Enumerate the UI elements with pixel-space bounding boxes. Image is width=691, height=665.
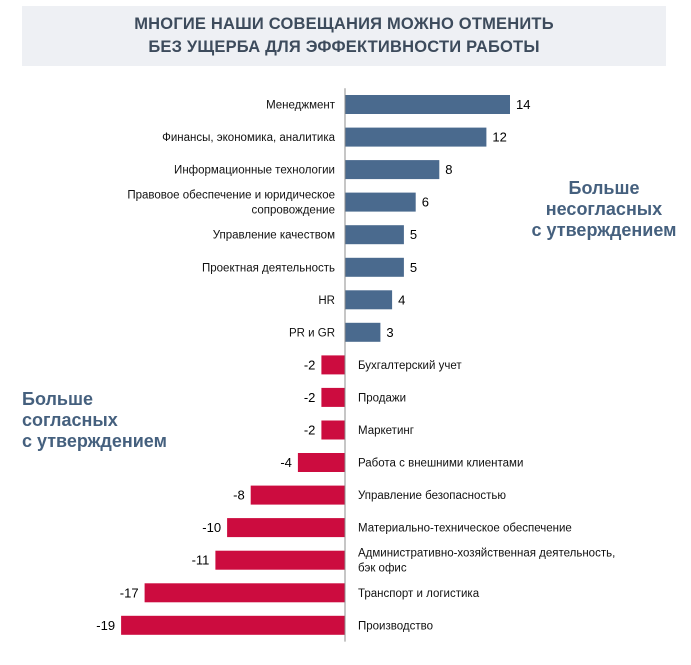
data-label: 4 bbox=[398, 292, 405, 307]
category-label-line: сопровождение bbox=[251, 205, 335, 217]
category-label-line: HR bbox=[318, 295, 335, 307]
category-label: Правовое обеспечение и юридическое сопров… bbox=[127, 190, 335, 217]
bar bbox=[345, 257, 404, 277]
bar bbox=[345, 290, 393, 310]
data-label: 5 bbox=[410, 260, 417, 275]
category-label-line: бэк офис bbox=[358, 563, 407, 575]
category-label: HR bbox=[318, 295, 335, 307]
category-label: Продажи bbox=[358, 392, 406, 404]
bar bbox=[227, 518, 345, 538]
category-label-line: Проектная деятельность bbox=[202, 262, 335, 274]
category-label: Менеджмент bbox=[266, 100, 336, 112]
data-label: -19 bbox=[96, 618, 115, 633]
category-label: Маркетинг bbox=[358, 425, 414, 437]
category-label-line: Работа с внешними клиентами bbox=[358, 458, 523, 470]
bar bbox=[345, 225, 404, 245]
category-label-line: Правовое обеспечение и юридическое bbox=[127, 190, 335, 202]
category-label: Материально-техническое обеспечение bbox=[358, 523, 572, 535]
bar bbox=[321, 420, 345, 440]
category-label-line: Производство bbox=[358, 620, 433, 632]
data-label: -10 bbox=[202, 520, 221, 535]
bar bbox=[345, 192, 416, 212]
category-label: Управление качеством bbox=[213, 230, 335, 242]
callout-more-agree: Больше согласных с утверждением bbox=[22, 389, 167, 452]
category-label-line: Административно-хозяйственная деятельнос… bbox=[358, 548, 615, 560]
bar bbox=[144, 583, 345, 603]
data-label: -11 bbox=[192, 553, 210, 568]
category-label-line: Продажи bbox=[358, 392, 406, 404]
bar bbox=[121, 615, 345, 635]
category-label-line: PR и GR bbox=[289, 327, 335, 339]
bar bbox=[345, 95, 510, 114]
bar bbox=[321, 387, 345, 407]
category-label: Бухгалтерский учет bbox=[358, 360, 462, 372]
data-label: -2 bbox=[304, 357, 316, 372]
bar bbox=[345, 127, 487, 147]
category-label: Информационные технологии bbox=[174, 165, 335, 177]
callout-agree-line-2: согласных bbox=[22, 410, 118, 430]
data-label: 6 bbox=[422, 195, 429, 210]
category-label: Производство bbox=[358, 620, 433, 632]
category-label-line: Управление безопасностью bbox=[358, 490, 506, 502]
data-label: -17 bbox=[120, 585, 139, 600]
callout-agree-line-3: с утверждением bbox=[22, 431, 167, 451]
callout-agree-line-1: Больше bbox=[22, 389, 93, 409]
category-label: Административно-хозяйственная деятельнос… bbox=[358, 548, 615, 575]
callout-disagree-line-1: Больше bbox=[568, 178, 640, 198]
bar bbox=[321, 355, 345, 375]
bar bbox=[297, 453, 345, 472]
data-label: -4 bbox=[280, 455, 292, 470]
category-label-line: Бухгалтерский учет bbox=[358, 360, 462, 372]
bar bbox=[215, 550, 345, 570]
category-label-line: Финансы, экономика, аналитика bbox=[162, 132, 335, 144]
category-label-line: Управление качеством bbox=[213, 230, 335, 242]
category-label: Транспорт и логистика bbox=[358, 588, 480, 600]
category-label: Управление безопасностью bbox=[358, 490, 506, 502]
category-label-line: Транспорт и логистика bbox=[358, 588, 480, 600]
category-label-line: Информационные технологии bbox=[174, 165, 335, 177]
callout-more-disagree: Больше несогласных с утверждением bbox=[519, 178, 689, 241]
data-label: 5 bbox=[410, 227, 417, 242]
title-banner: МНОГИЕ НАШИ СОВЕЩАНИЯ МОЖНО ОТМЕНИТЬ БЕЗ… bbox=[22, 6, 666, 66]
callout-disagree-line-3: с утверждением bbox=[531, 220, 677, 240]
bar bbox=[345, 160, 440, 180]
category-label: Работа с внешними клиентами bbox=[358, 458, 523, 470]
category-label: PR и GR bbox=[289, 327, 335, 339]
category-label-line: Менеджмент bbox=[266, 100, 336, 112]
data-label: -2 bbox=[304, 390, 316, 405]
category-label-line: Материально-техническое обеспечение bbox=[358, 523, 572, 535]
bar bbox=[345, 322, 381, 342]
category-label: Проектная деятельность bbox=[202, 262, 335, 274]
data-label: 14 bbox=[516, 97, 530, 112]
data-label: -8 bbox=[233, 488, 245, 503]
data-label: 8 bbox=[445, 162, 452, 177]
chart-title-line-2: БЕЗ УЩЕРБА ДЛЯ ЭФФЕКТИВНОСТИ РАБОТЫ bbox=[148, 38, 540, 56]
category-label-line: Маркетинг bbox=[358, 425, 414, 437]
bar bbox=[250, 485, 345, 505]
chart-title-line-1: МНОГИЕ НАШИ СОВЕЩАНИЯ МОЖНО ОТМЕНИТЬ bbox=[134, 15, 554, 33]
data-label: 3 bbox=[386, 325, 393, 340]
category-label: Финансы, экономика, аналитика bbox=[162, 132, 335, 144]
data-label: -2 bbox=[304, 423, 316, 438]
callout-disagree-line-2: несогласных bbox=[545, 199, 663, 219]
data-label: 12 bbox=[492, 130, 506, 145]
